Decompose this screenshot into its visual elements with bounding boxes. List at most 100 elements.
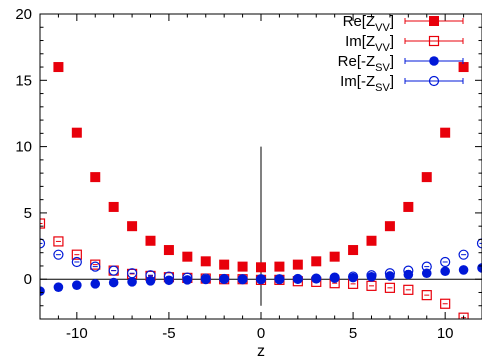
y-tick-label: 5 bbox=[24, 205, 32, 222]
data-point bbox=[200, 273, 211, 284]
data-point bbox=[458, 312, 469, 319]
x-axis-label: z bbox=[257, 343, 265, 360]
data-point bbox=[145, 276, 156, 286]
data-point bbox=[40, 286, 45, 296]
data-point bbox=[403, 284, 414, 295]
legend-label-tail: ] bbox=[390, 33, 394, 50]
legend-label-subscript: VV bbox=[375, 42, 390, 54]
data-point bbox=[458, 249, 469, 260]
data-point bbox=[348, 245, 359, 256]
legend-marker bbox=[429, 56, 439, 66]
data-point bbox=[458, 265, 469, 275]
x-tick-label: 0 bbox=[257, 325, 265, 342]
data-point bbox=[237, 261, 248, 272]
y-tick-label: 20 bbox=[15, 6, 32, 23]
data-point bbox=[274, 274, 285, 285]
series-1-points bbox=[53, 62, 469, 273]
data-point bbox=[255, 274, 267, 285]
data-point bbox=[403, 201, 414, 212]
x-tick-label: 5 bbox=[349, 325, 357, 342]
data-point bbox=[219, 273, 230, 285]
series-2-points bbox=[40, 218, 469, 319]
data-point bbox=[126, 268, 138, 279]
y-tick-label: 10 bbox=[15, 139, 32, 156]
x-tick-label: -5 bbox=[162, 325, 175, 342]
data-point bbox=[311, 256, 322, 267]
data-point bbox=[347, 271, 359, 282]
data-point bbox=[237, 274, 248, 285]
data-point bbox=[421, 290, 432, 301]
legend-label-1: Re[ZVV] bbox=[343, 13, 394, 34]
legend-label-tail: ] bbox=[390, 53, 394, 70]
legend: Re[ZVV]Im[ZVV]Re[-ZSV]Im[-ZSV] bbox=[338, 13, 464, 94]
data-point bbox=[421, 172, 432, 183]
legend-label-4: Im[-ZSV] bbox=[340, 73, 394, 94]
data-point bbox=[329, 251, 340, 262]
data-point bbox=[40, 238, 46, 249]
data-point bbox=[384, 268, 396, 279]
legend-marker bbox=[428, 75, 440, 87]
data-point bbox=[53, 249, 64, 260]
data-point bbox=[329, 273, 340, 283]
y-tick-label: 15 bbox=[15, 72, 32, 89]
data-point bbox=[71, 249, 82, 260]
data-point bbox=[108, 265, 119, 276]
data-point bbox=[219, 259, 230, 270]
data-point bbox=[145, 270, 156, 281]
data-point bbox=[403, 265, 414, 276]
data-point bbox=[366, 235, 377, 246]
data-point bbox=[274, 261, 285, 272]
data-point bbox=[72, 280, 82, 290]
data-point bbox=[440, 266, 450, 277]
data-point bbox=[108, 277, 119, 288]
data-point bbox=[384, 282, 396, 293]
series-4-points bbox=[40, 238, 482, 285]
data-point bbox=[127, 221, 138, 232]
data-point bbox=[476, 238, 482, 249]
data-point bbox=[90, 279, 101, 289]
data-point bbox=[384, 221, 395, 232]
data-point bbox=[163, 245, 174, 256]
legend-label-subscript: VV bbox=[375, 22, 390, 34]
data-point bbox=[53, 236, 64, 247]
plot-layer bbox=[40, 62, 482, 319]
data-point bbox=[440, 298, 451, 309]
data-markers bbox=[40, 62, 482, 319]
data-point bbox=[200, 274, 211, 285]
y-tick-label: 0 bbox=[24, 271, 32, 288]
data-point bbox=[127, 277, 137, 287]
data-point bbox=[182, 251, 193, 262]
data-point bbox=[108, 201, 119, 212]
data-point bbox=[458, 62, 469, 73]
data-point bbox=[90, 172, 101, 183]
data-point bbox=[292, 259, 303, 270]
data-point bbox=[440, 256, 451, 268]
data-point bbox=[366, 270, 377, 281]
legend-label-tail: ] bbox=[390, 73, 394, 90]
legend-label-subscript: SV bbox=[375, 82, 390, 94]
data-point bbox=[40, 218, 46, 229]
data-point bbox=[200, 256, 211, 267]
axis-layer: -10 -5 0 5 10 0 5 10 15 20 z bbox=[15, 6, 482, 360]
legend-label-3: Re[-ZSV] bbox=[338, 53, 394, 74]
data-point bbox=[440, 127, 451, 138]
legend-marker bbox=[428, 35, 440, 47]
data-point bbox=[164, 275, 174, 286]
data-point bbox=[71, 256, 82, 268]
legend-label-2: Im[ZVV] bbox=[345, 33, 394, 54]
data-point bbox=[292, 273, 303, 285]
x-tick-label: 10 bbox=[437, 325, 454, 342]
data-point bbox=[163, 271, 175, 282]
data-point bbox=[421, 261, 432, 272]
legend-label-subscript: SV bbox=[375, 62, 390, 74]
legend-label-main: Re[-Z bbox=[338, 53, 376, 70]
data-point bbox=[182, 272, 193, 283]
data-point bbox=[145, 235, 156, 246]
legend-label-main: Im[Z bbox=[345, 33, 375, 50]
legend-label-main: Im[-Z bbox=[340, 73, 375, 90]
legend-label-tail: ] bbox=[390, 13, 394, 30]
data-point bbox=[329, 272, 340, 283]
legend-marker bbox=[429, 16, 439, 26]
data-point bbox=[53, 282, 64, 292]
